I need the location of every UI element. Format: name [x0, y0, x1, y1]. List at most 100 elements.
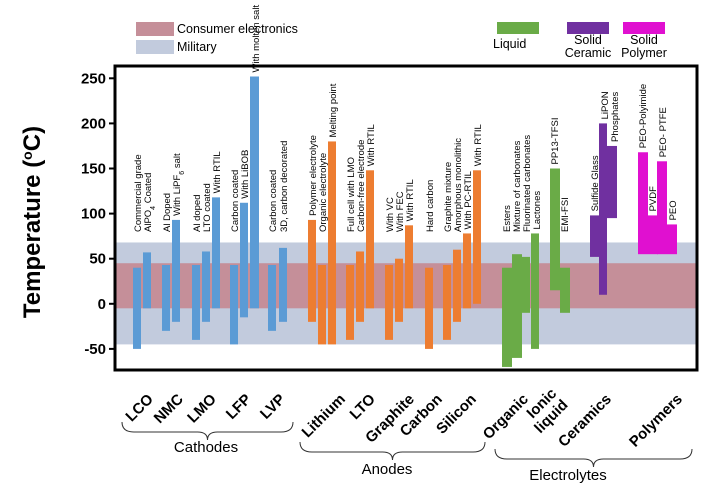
plot-frame — [113, 64, 699, 372]
bar-ceramics-phosphates — [607, 145, 617, 219]
bar-label-silicon-amorphous-monolithic: Amorphous monolithic — [453, 138, 464, 232]
legend-label-consumer-electronics: Consumer electronics — [177, 22, 298, 36]
bar-label-organic-esters: Esters — [502, 205, 513, 232]
legend-swatch-solid-polymer — [623, 22, 665, 34]
bar-lco-alpo4-coated — [143, 252, 151, 309]
bar-label-graphite-with-vc: With VC — [385, 197, 396, 232]
bar-lithium-melting-point — [328, 141, 336, 345]
bar-lto-with-rtil — [366, 170, 374, 309]
bar-lfp-with-molten-salt — [250, 76, 259, 309]
bar-label-lmo-al-doped: Al doped — [192, 194, 203, 232]
bar-lithium-organic-electrolyte — [318, 265, 326, 345]
bar-label-lithium-polymer-electrolyte: Polymer electrolyte — [308, 135, 319, 216]
bar-label-lto-with-rtil: With RTIL — [366, 124, 377, 166]
bar-polymers-peo-ptfe — [657, 161, 667, 255]
bar-carbon-hard-carbon — [425, 267, 433, 349]
bar-label-organic-fluorinated-carbonates: Fluorinated carbonates — [522, 135, 533, 232]
group-bracket-anodes — [299, 441, 486, 461]
category-label-lmo: LMO — [184, 391, 220, 427]
bar-silicon-with-rtil — [473, 170, 481, 304]
legend-swatch-military — [136, 40, 174, 54]
bar-label-ceramics-sulfide-glass: Sulfide Glass — [590, 155, 601, 211]
bar-label-organic-mixture-of-carbonates: Mixture of carbonates — [512, 140, 523, 232]
bar-graphite-with-fec — [395, 258, 403, 322]
category-label-lithium: Lithium — [299, 391, 349, 441]
bar-silicon-graphite-mixture — [443, 265, 451, 340]
bar-label-lvp-3d-carbon-decorated: 3D, carbon decorated — [279, 141, 290, 232]
group-label-electrolytes: Electrolytes — [529, 467, 607, 484]
bar-label-carbon-hard-carbon: Hard carbon — [425, 180, 436, 232]
bar-label-lithium-organic-electrolyte: Organic electrolyte — [318, 153, 329, 232]
y-tick-label: 150 — [81, 161, 106, 178]
bar-label-silicon-with-pc-rtil: With PC-RTIL — [463, 171, 474, 229]
bar-graphite-with-vc — [385, 265, 393, 340]
y-tick-label: 0 — [98, 296, 106, 313]
legend-label-military: Military — [177, 40, 217, 54]
bar-lto-carbon-free-electrode — [356, 251, 364, 322]
y-tick-label: 250 — [81, 70, 106, 87]
legend-label-solid-ceramic: Solid Ceramic — [565, 33, 612, 60]
y-axis-title: Temperature (oC) — [19, 126, 46, 318]
bar-graphite-with-rtil — [405, 225, 413, 309]
bar-lco-commercial-grade — [133, 267, 141, 349]
legend-swatch-liquid — [497, 22, 539, 34]
bar-label-graphite-with-rtil: With RTIL — [405, 179, 416, 221]
bar-organic-esters — [502, 267, 512, 367]
bar-ceramics-lipon — [599, 123, 607, 295]
bar-ionic-liquid-emi-fsi — [560, 267, 570, 313]
bar-label-lco-alpo4-coated: AlPO4 Coated — [143, 173, 157, 232]
bar-label-nmc-al-doped: Al Doped — [162, 193, 173, 232]
bar-lmo-lto-coated — [202, 251, 210, 322]
category-label-organic: Organic — [480, 391, 532, 443]
bar-label-lmo-lto-coated: LTO coated — [202, 183, 213, 232]
bar-label-silicon-with-rtil: With RTIL — [473, 124, 484, 166]
y-tick-label: 100 — [81, 206, 106, 223]
bar-label-polymers-pvdf: PVDF — [648, 186, 659, 212]
bar-lvp-3d-carbon-decorated — [279, 247, 287, 322]
legend: Consumer electronics Military Liquid Solid C… — [136, 22, 667, 60]
bar-label-graphite-with-fec: With FEC — [395, 191, 406, 232]
bar-lvp-carbon-coated — [268, 265, 276, 331]
bar-label-silicon-graphite-mixture: Graphite mixture — [443, 162, 454, 232]
bar-organic-fluorinated-carbonates — [522, 256, 530, 313]
bar-lmo-with-rtil — [212, 197, 220, 309]
bar-nmc-al-doped — [162, 265, 170, 331]
bar-ionic-liquid-pp13-tfsi — [550, 168, 560, 291]
bar-label-lto-carbon-free-electrode: Carbon-free electrode — [356, 140, 367, 232]
category-label-lto: LTO — [347, 391, 379, 423]
y-tick-label: -50 — [84, 341, 106, 358]
bar-silicon-with-pc-rtil — [463, 233, 471, 309]
bar-label-ionic-liquid-pp13-tfsi: PP13-TFSI — [550, 118, 561, 165]
bar-label-polymers-peo-ptfe: PEO- PTFE — [658, 107, 669, 157]
category-label-nmc: NMC — [151, 391, 187, 427]
bar-ceramics-sulfide-glass — [590, 215, 600, 257]
bar-nmc-with-lipf6-salt — [172, 219, 180, 322]
bar-label-lfp-with-molten-salt: With molten salt — [251, 5, 262, 73]
category-label-lfp: LFP — [223, 391, 255, 423]
bar-label-nmc-with-lipf6-salt: With LiPF6 salt — [172, 153, 186, 216]
legend-label-liquid: Liquid — [493, 37, 526, 51]
y-tick-label: 200 — [81, 115, 106, 132]
bar-silicon-amorphous-monolithic — [453, 249, 461, 322]
bar-label-ionic-liquid-emi-fsi: EMI-FSI — [560, 197, 571, 232]
y-tick-label: 50 — [89, 251, 106, 268]
bar-label-lto-full-cell-with-lmo: Full cell with LMO — [346, 157, 357, 232]
bar-organic-mixture-of-carbonates — [512, 254, 522, 358]
bar-label-lfp-carbon-coated: Carbon coated — [230, 170, 241, 232]
bar-label-ceramics-lipon: LiPON — [600, 91, 611, 119]
bar-polymers-peo — [667, 224, 677, 255]
bar-lto-full-cell-with-lmo — [346, 265, 354, 340]
legend-label-solid-polymer: Solid Polymer — [621, 33, 667, 60]
bar-label-polymers-peo: PEO — [668, 200, 679, 220]
group-bracket-electrolytes — [494, 448, 693, 468]
bar-label-lfp-with-libob: With LiBOB — [240, 150, 251, 199]
bar-label-lmo-with-rtil: With RTIL — [212, 151, 223, 193]
category-label-lco: LCO — [122, 391, 157, 426]
bar-label-lvp-carbon-coated: Carbon coated — [268, 170, 279, 232]
bar-label-lco-commercial-grade: Commercial grade — [133, 154, 144, 232]
group-label-anodes: Anodes — [362, 461, 413, 478]
bar-label-organic-lactones: Lactones — [532, 191, 543, 230]
